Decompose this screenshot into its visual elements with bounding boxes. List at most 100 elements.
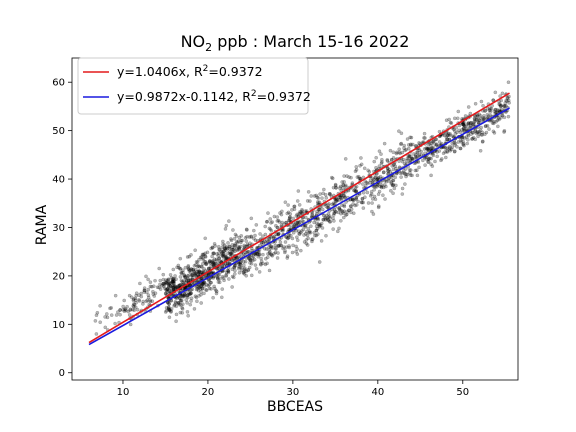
- scatter-point-1740: [472, 120, 476, 125]
- scatter-point-250: [184, 278, 189, 282]
- scatter-point-492: [236, 261, 241, 266]
- scatter-point-1753: [417, 148, 422, 153]
- scatter-point-1417: [344, 212, 349, 217]
- scatter-point-1409: [395, 150, 399, 155]
- scatter-point-214: [212, 251, 216, 256]
- scatter-point-1767: [445, 137, 450, 142]
- scatter-point-508: [209, 246, 213, 251]
- scatter-point-1943: [465, 127, 469, 132]
- legend-label-series-2: y=0.9872x-0.1142, R2=0.9372: [117, 89, 311, 104]
- scatter-point-1277: [380, 160, 384, 164]
- scatter-point-520: [189, 299, 193, 303]
- scatter-point-590: [206, 283, 211, 288]
- scatter-point-597: [174, 296, 179, 301]
- scatter-point-715: [175, 265, 179, 270]
- scatter-point-1779: [483, 108, 488, 113]
- scatter-point-364: [185, 255, 190, 259]
- scatter-point-59: [133, 305, 138, 310]
- scatter-point-414: [178, 282, 182, 287]
- scatter-point-129: [224, 245, 229, 249]
- scatter-point-788: [290, 208, 294, 212]
- scatter-point-1000: [287, 215, 292, 220]
- scatter-point-1521: [408, 171, 412, 175]
- scatter-point-1264: [334, 185, 338, 190]
- scatter-point-904: [276, 231, 281, 236]
- scatter-point-1522: [404, 147, 408, 152]
- scatter-point-1656: [435, 150, 439, 154]
- scatter-point-575: [187, 269, 192, 273]
- scatter-point-1065: [244, 227, 249, 232]
- scatter-point-600: [200, 270, 205, 275]
- scatter-point-148: [182, 273, 186, 277]
- scatter-point-1166: [249, 258, 253, 262]
- scatter-point-976: [263, 232, 268, 237]
- scatter-point-1981: [492, 109, 497, 114]
- scatter-point-1058: [284, 220, 289, 225]
- scatter-point-145: [232, 236, 237, 241]
- scatter-point-1898: [494, 119, 498, 124]
- scatter-point-1254: [347, 208, 352, 213]
- scatter-point-883: [306, 226, 311, 231]
- scatter-point-1278: [399, 131, 404, 136]
- scatter-point-1128: [295, 247, 299, 251]
- scatter-point-20: [116, 310, 120, 314]
- scatter-point-512: [233, 242, 238, 247]
- scatter-point-543: [166, 300, 170, 305]
- scatter-point-1299: [353, 203, 357, 208]
- scatter-point-1849: [504, 104, 508, 108]
- scatter-point-959: [244, 273, 249, 278]
- scatter-point-443: [191, 267, 196, 272]
- scatter-point-760: [219, 295, 224, 300]
- scatter-point-521: [163, 291, 168, 296]
- scatter-point-1524: [335, 197, 339, 202]
- scatter-point-370: [185, 294, 189, 298]
- scatter-point-8: [118, 312, 122, 317]
- scatter-point-1872: [476, 134, 480, 139]
- scatter-point-1157: [303, 225, 308, 229]
- scatter-point-1718: [466, 137, 470, 142]
- scatter-point-1566: [437, 129, 442, 134]
- legend-label-series-1-end: =0.9372: [208, 64, 262, 79]
- scatter-point-625: [180, 305, 184, 310]
- scatter-point-1487: [349, 207, 354, 212]
- scatter-point-1979: [477, 120, 481, 125]
- scatter-point-533: [202, 267, 207, 271]
- scatter-point-1956: [458, 146, 463, 151]
- scatter-point-352: [171, 281, 176, 286]
- scatter-point-998: [287, 235, 291, 240]
- scatter-point-1481: [340, 203, 344, 208]
- scatter-point-616: [235, 248, 239, 253]
- scatter-point-1745: [469, 120, 474, 125]
- scatter-point-1363: [391, 178, 395, 183]
- scatter-point-1537: [368, 178, 373, 183]
- scatter-point-178: [232, 246, 237, 251]
- y-tick-label-60: 60: [52, 78, 65, 89]
- scatter-point-868: [320, 226, 325, 230]
- legend-label-series-1-sup: 2: [203, 64, 209, 74]
- scatter-point-447: [224, 246, 229, 250]
- scatter-point-1765: [493, 107, 498, 112]
- scatter-point-1256: [328, 192, 332, 197]
- scatter-point-1822: [460, 136, 465, 141]
- scatter-point-34: [151, 292, 156, 296]
- scatter-point-497: [237, 235, 242, 240]
- scatter-point-752: [182, 292, 187, 296]
- scatter-point-1305: [352, 188, 357, 192]
- scatter-point-74: [134, 293, 139, 298]
- scatter-point-1918: [479, 132, 484, 137]
- scatter-point-1240: [332, 219, 336, 223]
- scatter-point-1416: [377, 149, 382, 154]
- scatter-point-855: [254, 223, 259, 227]
- scatter-point-1370: [342, 209, 347, 214]
- scatter-point-240: [227, 219, 231, 223]
- scatter-point-530: [206, 266, 211, 271]
- scatter-point-1404: [339, 218, 343, 223]
- scatter-point-245: [166, 284, 171, 289]
- scatter-point-125: [220, 274, 225, 279]
- scatter-point-83: [153, 291, 158, 296]
- scatter-point-902: [275, 256, 280, 260]
- scatter-point-1130: [255, 252, 260, 256]
- scatter-point-1962: [502, 128, 507, 133]
- scatter-point-859: [292, 207, 297, 212]
- scatter-point-333: [197, 264, 202, 269]
